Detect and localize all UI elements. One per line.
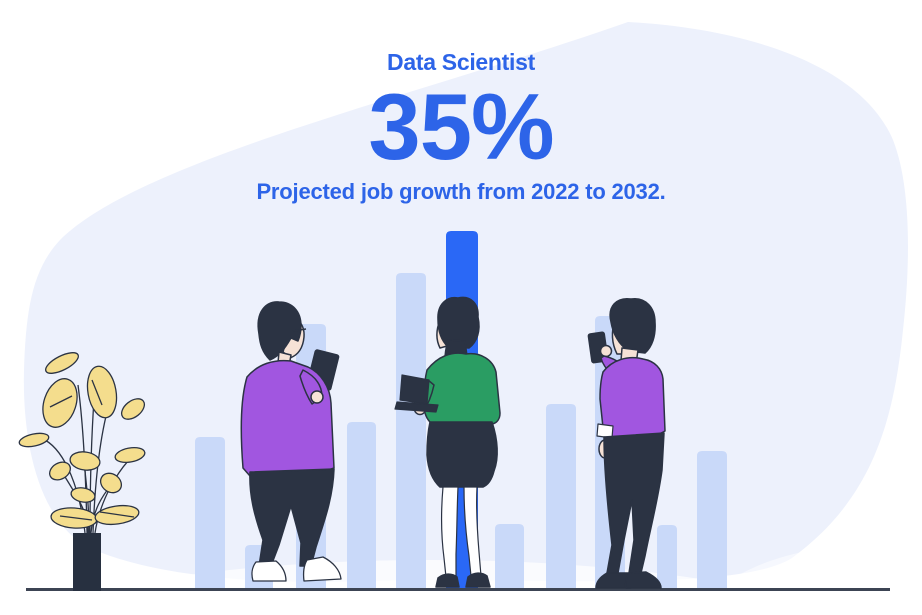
man2-hand-phone — [599, 344, 613, 358]
plant-illustration — [18, 352, 146, 591]
chart-bar — [347, 422, 376, 589]
chart-bar — [657, 525, 677, 589]
ground-line — [26, 588, 890, 591]
man1-glasses — [292, 328, 307, 332]
woman-top — [423, 352, 501, 425]
chart-bar — [495, 524, 524, 589]
man2-shoe-right — [624, 571, 662, 589]
man1-pants — [249, 468, 335, 567]
chart-bar — [195, 437, 225, 589]
man2-shoe-left — [595, 572, 632, 589]
chart-bar — [546, 404, 576, 589]
man1-hand — [310, 390, 324, 404]
woman-shoe-right — [465, 572, 491, 588]
person-with-tablet-illustration — [240, 301, 342, 582]
bottom-white-wave-right — [696, 545, 922, 615]
woman-skirt — [426, 421, 498, 488]
woman-shoe-left — [435, 573, 460, 588]
laptop-screen — [399, 374, 430, 405]
man2-hair — [609, 298, 656, 354]
laptop-base — [394, 401, 439, 413]
woman-leg-left — [441, 486, 459, 578]
plant-pot — [73, 533, 101, 591]
man2-pants — [603, 432, 665, 574]
person-with-phone-illustration — [587, 298, 666, 589]
man2-shirt — [599, 356, 666, 440]
man1-shoe-left — [251, 560, 287, 582]
man1-hair — [257, 301, 302, 361]
woman-hair — [437, 296, 480, 349]
chart-bar — [697, 451, 727, 589]
man1-shoe-right — [302, 556, 342, 582]
man1-shirt — [240, 359, 335, 477]
chart-bar — [396, 273, 426, 589]
person-with-laptop-illustration — [394, 296, 501, 588]
